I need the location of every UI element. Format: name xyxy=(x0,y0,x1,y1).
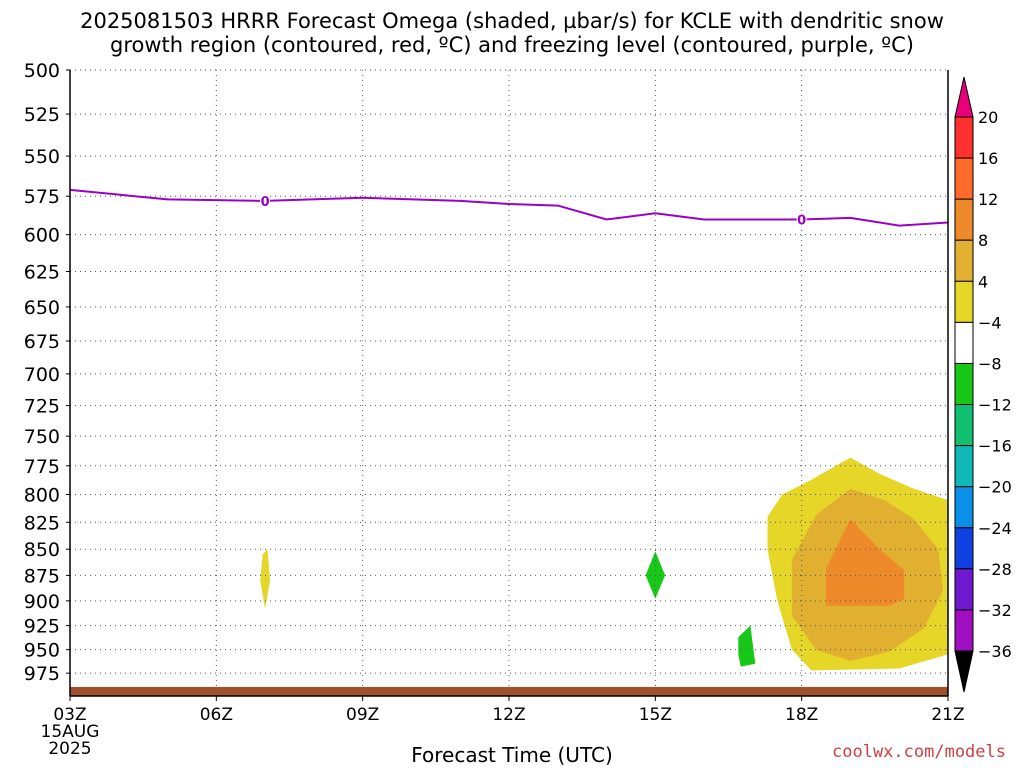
colorbar-label: 16 xyxy=(978,149,998,168)
colorbar-bin xyxy=(954,157,974,200)
x-tick-label: 09Z xyxy=(346,705,379,725)
chart-title-line-1: 2025081503 HRRR Forecast Omega (shaded, … xyxy=(80,9,944,33)
colorbar-label: −32 xyxy=(978,601,1012,620)
omega-region-1 xyxy=(260,549,270,609)
y-tick-label: 550 xyxy=(24,146,60,168)
y-tick-label: 950 xyxy=(24,640,60,662)
colorbar: 20 16 12 8 4 −4 −8 −12 −16 −20 −24 −28 −32 −36 xyxy=(954,76,1012,693)
y-tick-label: 725 xyxy=(24,396,60,418)
colorbar-label: −12 xyxy=(978,396,1012,415)
colorbar-bin xyxy=(954,116,974,159)
colorbar-label: −24 xyxy=(978,519,1012,538)
y-tick-label: 700 xyxy=(24,364,60,386)
colorbar-bin xyxy=(954,568,974,611)
colorbar-label: −4 xyxy=(978,313,1002,332)
colorbar-bin xyxy=(954,280,974,323)
freezing-level-label: 0 xyxy=(261,195,270,210)
x-tick-label: 15Z xyxy=(639,705,672,725)
omega-shaded-regions xyxy=(260,457,948,671)
colorbar-label: −20 xyxy=(978,478,1012,497)
y-tick-label: 925 xyxy=(24,616,60,638)
omega-region-6 xyxy=(826,519,905,606)
y-tick-label: 850 xyxy=(24,539,60,561)
y-tick-label: 800 xyxy=(24,484,60,506)
x-tick-label: 12Z xyxy=(492,705,525,725)
colorbar-bin xyxy=(954,404,974,447)
colorbar-label: 12 xyxy=(978,190,998,209)
colorbar-label: −16 xyxy=(978,437,1012,456)
credit-link[interactable]: coolwx.com/models xyxy=(832,742,1006,762)
y-tick-label: 650 xyxy=(24,297,60,319)
colorbar-label: 8 xyxy=(978,231,988,250)
colorbar-bin xyxy=(954,486,974,529)
freezing-level-contour: 00 xyxy=(69,188,949,228)
colorbar-bin xyxy=(954,198,974,241)
y-tick-label: 750 xyxy=(24,426,60,448)
y-tick-label: 825 xyxy=(24,512,60,534)
omega-region-3 xyxy=(738,625,756,667)
chart-title-line-2: growth region (contoured, red, ºC) and f… xyxy=(110,33,914,57)
x-tick-label: 21Z xyxy=(931,705,964,725)
colorbar-label: −36 xyxy=(978,642,1012,661)
colorbar-top-arrow xyxy=(954,76,974,118)
freezing-level-line xyxy=(69,188,949,227)
colorbar-bin xyxy=(954,445,974,488)
y-tick-label: 525 xyxy=(24,104,60,126)
colorbar-bin xyxy=(954,321,974,364)
colorbar-label: −28 xyxy=(978,560,1012,579)
y-tick-label: 500 xyxy=(24,60,60,82)
x-tick-label: 06Z xyxy=(200,705,233,725)
y-tick-label: 775 xyxy=(24,456,60,478)
y-tick-label: 575 xyxy=(24,186,60,208)
y-tick-label: 900 xyxy=(24,591,60,613)
colorbar-bin xyxy=(954,239,974,282)
freezing-label-bg-1 xyxy=(260,192,271,208)
terrain-surface xyxy=(70,686,948,696)
x-tick-label: 03Z xyxy=(53,705,86,725)
colorbar-bottom-arrow xyxy=(954,650,974,693)
freezing-label-bg-2 xyxy=(796,211,807,227)
x-tick-label: 18Z xyxy=(785,705,818,725)
plot-axes xyxy=(66,69,949,701)
colorbar-label: −8 xyxy=(978,354,1002,373)
colorbar-bin xyxy=(954,362,974,406)
x-axis-label: Forecast Time (UTC) xyxy=(411,743,613,767)
freezing-level-label: 0 xyxy=(797,213,806,228)
y-tick-labels: 500 525 550 575 600 625 650 675 700 725 750 775 800 8… xyxy=(24,60,60,685)
colorbar-label: 4 xyxy=(978,272,988,291)
colorbar-bin xyxy=(954,527,974,570)
y-tick-label: 600 xyxy=(24,225,60,247)
y-tick-label: 975 xyxy=(24,663,60,685)
y-tick-label: 675 xyxy=(24,331,60,353)
y-tick-label: 625 xyxy=(24,262,60,284)
terrain-band xyxy=(70,686,948,696)
x-tick-sublabel: 15AUG xyxy=(41,722,100,742)
colorbar-bin xyxy=(954,609,974,652)
colorbar-label: 20 xyxy=(978,108,998,127)
y-tick-label: 875 xyxy=(24,565,60,587)
x-tick-sublabel: 2025 xyxy=(48,739,91,759)
